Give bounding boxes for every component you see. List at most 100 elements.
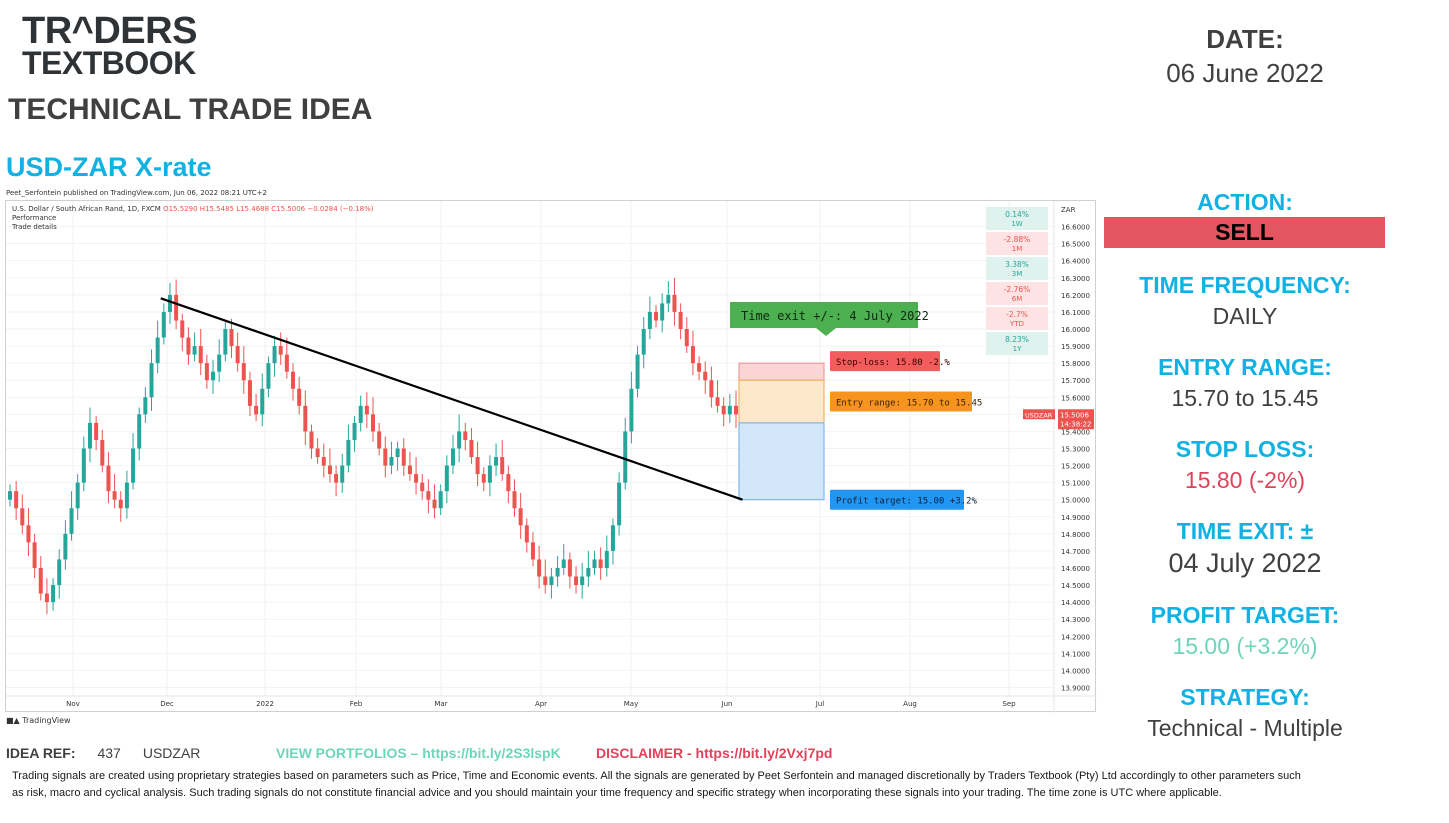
strategy-label: STRATEGY: xyxy=(1180,684,1310,710)
price-chart[interactable]: ZAR 16.6000 16.5000 16.4000 16.3000 16.2000 16… xyxy=(5,200,1097,713)
candle-body xyxy=(198,346,203,364)
candle-body xyxy=(432,499,437,509)
stop-loss-annotation: Stop-loss: 15.80 -2.% xyxy=(830,351,950,372)
candle-body xyxy=(371,414,375,432)
y-tick-label: 16.5000 xyxy=(1061,241,1090,249)
disclaimer-text: Trading signals are created using propri… xyxy=(12,770,1301,799)
candle-body xyxy=(635,354,640,389)
idea-ref: IDEA REF: 437 USDZAR xyxy=(6,745,200,761)
tradingview-label: TradingView xyxy=(22,716,71,725)
stop-loss-value: 15.80 (-2%) xyxy=(1184,467,1306,493)
y-tick-label: 15.7000 xyxy=(1061,377,1090,385)
candle-body xyxy=(112,491,117,500)
candle-body xyxy=(340,465,345,483)
candle-body xyxy=(38,567,43,594)
x-tick-label: Dec xyxy=(160,700,174,708)
stop-loss-zone xyxy=(738,362,825,381)
chart-change: −0.0284 (−0.18%) xyxy=(307,205,373,213)
perf-value: -2.76% xyxy=(1004,285,1031,294)
idea-ref-label: IDEA REF: xyxy=(6,745,76,761)
candle-body xyxy=(94,422,99,440)
candle-body xyxy=(684,329,689,347)
y-tick-label: 15.3000 xyxy=(1061,446,1090,454)
y-tick-label: 14.1000 xyxy=(1061,650,1090,658)
candle-body xyxy=(734,405,738,415)
candle-body xyxy=(167,294,172,312)
candle-body xyxy=(57,559,62,586)
profit-zone xyxy=(738,422,825,501)
candle-body xyxy=(266,363,271,389)
candle-body xyxy=(155,337,160,364)
candle-body xyxy=(518,508,523,526)
candle-body xyxy=(586,567,591,577)
candle-body xyxy=(241,363,246,381)
perf-period: 6M xyxy=(1012,295,1023,303)
time-exit-box xyxy=(730,302,918,328)
perf-value: 0.14% xyxy=(1005,210,1029,219)
candle-body xyxy=(401,448,406,466)
candle-body xyxy=(229,329,234,347)
candle-body xyxy=(358,405,363,423)
candle-body xyxy=(106,465,111,492)
date-label: DATE: xyxy=(1206,24,1284,54)
chart-svg: ZAR 16.6000 16.5000 16.4000 16.3000 16.2000 16… xyxy=(6,201,1097,713)
candle-body xyxy=(574,576,579,586)
perf-cell xyxy=(986,307,1048,330)
tradingview-logo[interactable]: ■▲ TradingView xyxy=(6,716,71,725)
candle-body xyxy=(549,576,554,586)
candle-body xyxy=(727,405,732,415)
candle-body xyxy=(475,457,480,475)
candle-body xyxy=(211,371,216,381)
candle-body xyxy=(629,388,634,432)
candle-body xyxy=(297,388,302,406)
time-exit-label: TIME EXIT: ± xyxy=(1176,518,1314,544)
candle-body xyxy=(426,491,431,500)
y-tick-label: 16.4000 xyxy=(1061,258,1090,266)
y-tick-label: 14.5000 xyxy=(1061,582,1090,590)
candle-body xyxy=(32,542,37,568)
y-tick-label: 15.8000 xyxy=(1061,360,1090,368)
entry-range-label: ENTRY RANGE: xyxy=(1158,354,1332,380)
profit-target-label: PROFIT TARGET: xyxy=(1150,602,1340,628)
date-value: 06 June 2022 xyxy=(1166,58,1324,88)
idea-ref-number: 437 xyxy=(97,745,121,761)
candle-body xyxy=(703,371,708,381)
candle-body xyxy=(272,346,277,364)
x-tick-label: Sep xyxy=(1002,700,1016,708)
entry-range-value: 15.70 to 15.45 xyxy=(1171,385,1319,411)
entry-zone xyxy=(738,379,825,424)
chart-symbol: U.S. Dollar / South African Rand, 1D, FX… xyxy=(12,205,163,213)
candle-body xyxy=(567,559,572,577)
candle-body xyxy=(481,474,486,483)
frequency-label: TIME FREQUENCY: xyxy=(1139,272,1351,298)
candle-body xyxy=(641,329,646,355)
y-tick-label: 16.6000 xyxy=(1061,224,1090,232)
view-portfolios-link[interactable]: VIEW PORTFOLIOS – https://bit.ly/2S3lspK xyxy=(276,745,561,761)
idea-ref-symbol: USDZAR xyxy=(142,745,201,761)
candle-body xyxy=(604,550,609,568)
y-tick-label: 15.6000 xyxy=(1061,394,1090,402)
action-value-badge: SELL xyxy=(1104,217,1385,248)
candle-body xyxy=(383,448,388,466)
candle-body xyxy=(414,474,419,483)
candle-body xyxy=(81,448,86,483)
y-tick-label: 14.3000 xyxy=(1061,616,1090,624)
entry-range-annotation-box xyxy=(830,391,972,412)
candle-body xyxy=(20,508,25,526)
x-tick-label: 2022 xyxy=(256,700,274,708)
chart-high: H15.5485 xyxy=(200,205,236,213)
tradingview-icon: ■▲ xyxy=(6,716,23,725)
performance-panel: 0.14%1W -2.88%1M 3.38%3M -2.76%6M -2.7%YTD 8.… xyxy=(986,207,1048,355)
chart-header: U.S. Dollar / South African Rand, 1D, FX… xyxy=(11,205,374,231)
perf-cell xyxy=(986,282,1048,305)
candle-body xyxy=(697,363,702,372)
candle-body xyxy=(623,431,628,483)
candle-body xyxy=(654,311,659,321)
disclaimer-link[interactable]: DISCLAIMER - https://bit.ly/2Vxj7pd xyxy=(596,745,833,761)
candle-body xyxy=(709,380,714,398)
candle-body xyxy=(352,422,357,440)
y-tick-label: 14.0000 xyxy=(1061,667,1090,675)
candle-body xyxy=(407,465,412,475)
time-exit-value: 04 July 2022 xyxy=(1168,548,1322,578)
candle-body xyxy=(444,465,449,492)
